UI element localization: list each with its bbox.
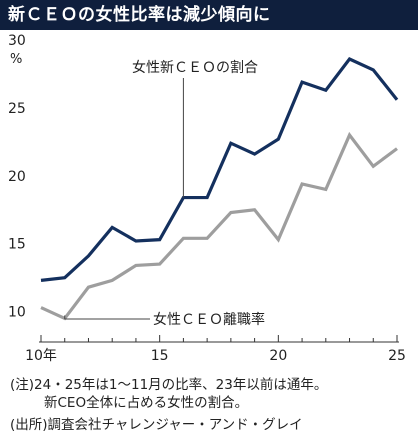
- x-tick-label: 15: [151, 348, 169, 364]
- y-tick-label: 15: [8, 237, 26, 253]
- series-label-turnover: 女性ＣＥＯ離職率: [153, 311, 265, 328]
- y-unit-label: %: [10, 52, 22, 67]
- x-tick-label: 20: [269, 348, 287, 364]
- y-tick-label: 30: [8, 33, 26, 49]
- chart-title: 新ＣＥＯの女性比率は減少傾向に: [0, 0, 418, 30]
- series-label-new-ceo-women: 女性新ＣＥＯの割合: [132, 59, 258, 76]
- source-note: (出所)調査会社チャレンジャー・アンド・グレイ: [10, 417, 303, 433]
- x-tick-label: 25: [388, 348, 406, 364]
- series-line-new-ceo-women: [40, 57, 399, 282]
- note-line-2: 新CEO全体に占める女性の割合。: [44, 395, 249, 411]
- notes: (注)24・25年は1〜11月の比率、23年以前は通年。 新CEO全体に占める女…: [10, 376, 414, 434]
- x-tick-label: 10年: [25, 348, 57, 364]
- series-line-turnover: [40, 131, 398, 321]
- note-line-1: (注)24・25年は1〜11月の比率、23年以前は通年。: [10, 377, 328, 393]
- y-tick-label: 10: [8, 305, 26, 321]
- y-tick-label: 25: [8, 101, 26, 117]
- y-tick-label: 20: [8, 169, 26, 185]
